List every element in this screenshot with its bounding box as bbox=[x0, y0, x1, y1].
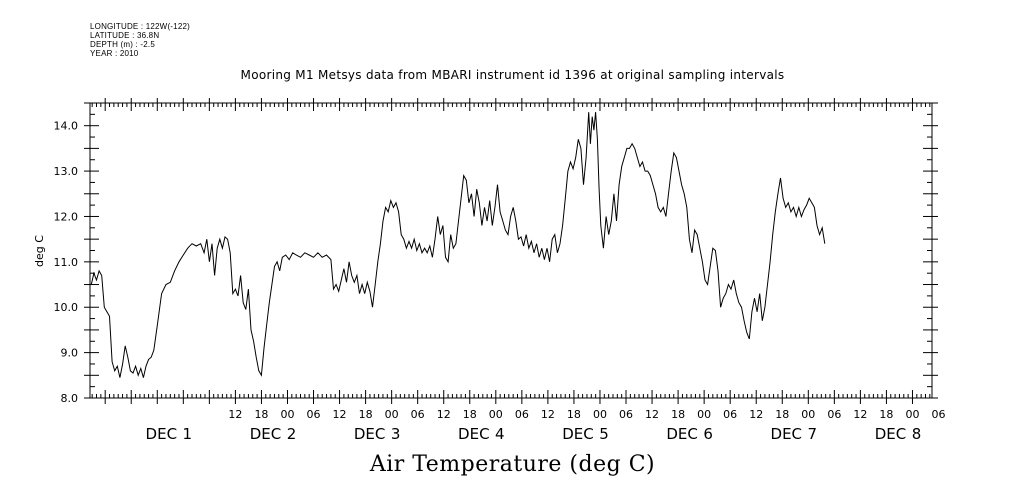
x-month-label: DEC bbox=[458, 425, 490, 443]
metadata-block: LONGITUDE : 122W(-122) LATITUDE : 36.8N … bbox=[90, 22, 190, 58]
x-tick-label: 06 bbox=[307, 408, 321, 421]
y-tick-label: 10.0 bbox=[54, 301, 79, 314]
x-tick-label: 00 bbox=[385, 408, 399, 421]
x-tick-label: 06 bbox=[619, 408, 633, 421]
year-text: YEAR : 2010 bbox=[90, 49, 139, 58]
x-tick-label: 00 bbox=[801, 408, 815, 421]
x-tick-label: 00 bbox=[593, 408, 607, 421]
y-tick-label: 9.0 bbox=[61, 347, 79, 360]
x-day-label: 1 bbox=[183, 425, 193, 443]
y-axis-label: deg C bbox=[33, 235, 46, 267]
x-tick-label: 18 bbox=[671, 408, 685, 421]
air-temperature-series bbox=[90, 112, 826, 378]
x-axis-label: Air Temperature (deg C) bbox=[369, 452, 656, 477]
x-day-label: 5 bbox=[599, 425, 609, 443]
x-tick-label: 12 bbox=[228, 408, 242, 421]
x-day-label: 2 bbox=[287, 425, 297, 443]
x-tick-label: 06 bbox=[411, 408, 425, 421]
y-tick-label: 12.0 bbox=[54, 210, 79, 223]
x-tick-label: 00 bbox=[697, 408, 711, 421]
y-axis: 8.0 9.0 10.0 11.0 12.0 13.0 14.0 bbox=[54, 102, 938, 405]
x-tick-label: 06 bbox=[723, 408, 737, 421]
x-month-label: DEC bbox=[354, 425, 386, 443]
x-tick-label: 18 bbox=[254, 408, 268, 421]
x-tick-label: 06 bbox=[827, 408, 841, 421]
x-day-label: 7 bbox=[808, 425, 818, 443]
x-axis: 12 18 00 06 12 18 00 06 12 18 00 06 12 18 00 06 12 18 00 06… bbox=[91, 98, 946, 443]
x-tick-label: 00 bbox=[905, 408, 919, 421]
x-month-label: DEC bbox=[666, 425, 698, 443]
x-tick-label: 18 bbox=[359, 408, 373, 421]
x-month-label: DEC bbox=[562, 425, 594, 443]
x-month-label: DEC bbox=[771, 425, 803, 443]
latitude-text: LATITUDE : 36.8N bbox=[90, 31, 160, 40]
x-tick-label: 12 bbox=[853, 408, 867, 421]
x-tick-label: 12 bbox=[749, 408, 763, 421]
x-day-label: 8 bbox=[912, 425, 922, 443]
x-tick-label: 12 bbox=[333, 408, 347, 421]
depth-text: DEPTH (m) : -2.5 bbox=[90, 40, 155, 49]
x-day-label: 6 bbox=[703, 425, 713, 443]
y-tick-label: 8.0 bbox=[61, 392, 79, 405]
x-tick-label: 06 bbox=[515, 408, 529, 421]
x-day-label: 4 bbox=[495, 425, 505, 443]
x-tick-label: 00 bbox=[489, 408, 503, 421]
y-tick-label: 14.0 bbox=[54, 120, 79, 133]
y-tick-label: 13.0 bbox=[54, 165, 79, 178]
y-tick-label: 11.0 bbox=[54, 256, 79, 269]
x-month-label: DEC bbox=[250, 425, 282, 443]
x-month-label: DEC bbox=[146, 425, 178, 443]
x-tick-label: 18 bbox=[879, 408, 893, 421]
x-day-label: 3 bbox=[391, 425, 401, 443]
longitude-text: LONGITUDE : 122W(-122) bbox=[90, 22, 190, 31]
x-tick-label: 12 bbox=[645, 408, 659, 421]
plot-frame bbox=[89, 102, 933, 399]
chart-title: Mooring M1 Metsys data from MBARI instru… bbox=[240, 68, 785, 82]
x-tick-label: 18 bbox=[567, 408, 581, 421]
x-month-label: DEC bbox=[875, 425, 907, 443]
x-tick-label: 00 bbox=[280, 408, 294, 421]
x-tick-label: 06 bbox=[932, 408, 946, 421]
x-tick-label: 12 bbox=[541, 408, 555, 421]
x-tick-label: 12 bbox=[437, 408, 451, 421]
x-tick-label: 18 bbox=[775, 408, 789, 421]
x-tick-label: 18 bbox=[463, 408, 477, 421]
